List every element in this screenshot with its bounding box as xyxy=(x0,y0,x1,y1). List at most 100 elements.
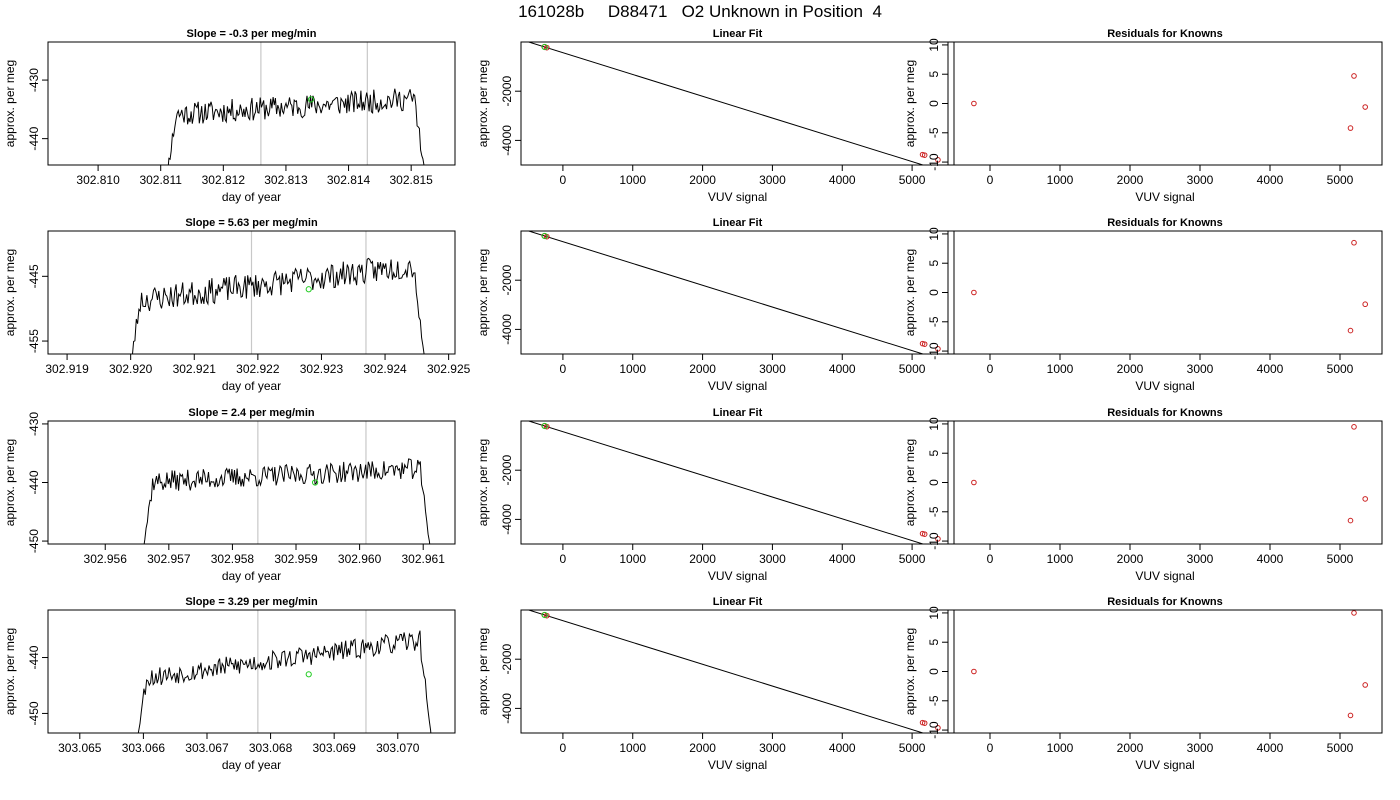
x-tick-label: 4000 xyxy=(829,362,856,376)
x-tick-label: 2000 xyxy=(1117,362,1144,376)
y-axis-label: approx. per meg xyxy=(903,628,917,715)
y-tick-label: -10 xyxy=(927,153,941,171)
plot-frame xyxy=(520,230,955,355)
x-tick-label: 3000 xyxy=(759,741,786,755)
fit-panel-row-3: Linear Fit 0 1000 2000 3000 4000 5000 VUV signa… xyxy=(476,407,955,583)
panel-title: Linear Fit xyxy=(713,217,763,229)
x-tick-label: 1000 xyxy=(619,741,646,755)
x-tick-label: 302.814 xyxy=(327,173,371,187)
x-tick-label: 0 xyxy=(987,741,994,755)
plot-area xyxy=(527,42,941,165)
known-point xyxy=(935,725,941,731)
x-tick-label: 4000 xyxy=(1257,362,1284,376)
y-tick-label: -430 xyxy=(27,412,41,436)
x-tick-label: 0 xyxy=(987,362,994,376)
timeseries-panel-row-1: Slope = -0.3 per meg/min 302.810 302.811 30… xyxy=(3,28,456,204)
plot-area xyxy=(527,231,941,354)
y-tick-label: 0 xyxy=(927,479,941,486)
known-point xyxy=(919,151,926,158)
y-tick-label: -5 xyxy=(927,506,941,517)
plot-area xyxy=(527,421,941,544)
residual-point xyxy=(971,668,977,675)
x-tick-label: 2000 xyxy=(689,552,716,566)
x-tick-label: 302.958 xyxy=(211,552,255,566)
x-tick-label: 0 xyxy=(560,552,567,566)
known-point xyxy=(935,157,941,163)
plot-frame xyxy=(520,609,955,734)
known-point xyxy=(935,536,941,542)
y-tick-label: -450 xyxy=(27,529,41,553)
unknown-mean-marker xyxy=(307,96,315,103)
y-tick-label: -2000 xyxy=(500,644,514,675)
y-axis-label: approx. per meg xyxy=(476,60,490,147)
plot-frame xyxy=(520,41,955,166)
fit-line xyxy=(527,42,925,165)
x-tick-label: 302.815 xyxy=(389,173,433,187)
fit-line xyxy=(527,610,925,733)
plot-area xyxy=(137,610,432,733)
x-tick-label: 4000 xyxy=(1257,552,1284,566)
timeseries-line xyxy=(132,257,425,354)
plot-area xyxy=(167,42,425,165)
timeseries-line xyxy=(143,458,431,544)
y-tick-label: 5 xyxy=(927,71,941,78)
unknown-point xyxy=(541,232,548,240)
x-axis-label: VUV signal xyxy=(1135,758,1194,772)
unknown-mean-marker xyxy=(305,671,312,678)
x-tick-label: 1000 xyxy=(1047,362,1074,376)
y-axis-label: approx. per meg xyxy=(3,439,17,526)
x-tick-label: 0 xyxy=(987,173,994,187)
x-tick-label: 5000 xyxy=(899,552,926,566)
residual-point xyxy=(1362,682,1368,688)
y-tick-label: 0 xyxy=(927,289,941,296)
panel-title: Residuals for Knowns xyxy=(1107,596,1223,608)
x-axis-label: VUV signal xyxy=(708,758,767,772)
residual-point xyxy=(1347,327,1354,334)
x-tick-label: 4000 xyxy=(1257,741,1284,755)
residuals-panel-row-3: Residuals for Knowns 0 1000 2000 3000 4000 500… xyxy=(903,407,1383,583)
y-tick-label: 5 xyxy=(927,639,941,646)
residual-point xyxy=(1351,73,1357,79)
y-tick-label: -445 xyxy=(27,264,41,288)
y-tick-label: 5 xyxy=(927,450,941,457)
x-tick-label: 5000 xyxy=(1327,173,1354,187)
x-tick-label: 302.961 xyxy=(402,552,446,566)
y-tick-label: 10 xyxy=(927,606,941,620)
x-tick-label: 302.812 xyxy=(202,173,246,187)
residual-point xyxy=(1351,610,1357,616)
x-tick-label: 3000 xyxy=(759,362,786,376)
figure-title: 161028b D88471 O2 Unknown in Position 4 xyxy=(518,2,882,21)
x-tick-label: 1000 xyxy=(619,552,646,566)
y-tick-label: -10 xyxy=(927,342,941,360)
x-axis-label: day of year xyxy=(222,569,281,583)
x-tick-label: 3000 xyxy=(1187,173,1214,187)
panel-title: Slope = 5.63 per meg/min xyxy=(185,217,318,229)
unknown-point xyxy=(541,611,548,619)
x-tick-label: 302.960 xyxy=(338,552,382,566)
x-tick-label: 303.070 xyxy=(376,741,420,755)
plot-frame xyxy=(520,420,955,545)
y-tick-label: -10 xyxy=(927,721,941,739)
x-axis-label: VUV signal xyxy=(708,190,767,204)
x-tick-label: 0 xyxy=(560,362,567,376)
y-tick-label: -10 xyxy=(927,532,941,550)
x-tick-label: 2000 xyxy=(689,173,716,187)
x-tick-label: 303.065 xyxy=(58,741,102,755)
known-point xyxy=(935,346,941,352)
x-tick-label: 1000 xyxy=(1047,741,1074,755)
x-tick-label: 5000 xyxy=(899,362,926,376)
x-tick-label: 302.959 xyxy=(274,552,318,566)
residual-point xyxy=(971,479,977,486)
y-tick-label: 5 xyxy=(927,260,941,267)
y-tick-label: -5 xyxy=(927,127,941,138)
plot-area xyxy=(527,610,941,733)
unknown-point xyxy=(541,422,548,430)
y-axis-label: approx. per meg xyxy=(3,60,17,147)
x-tick-label: 303.068 xyxy=(249,741,293,755)
panel-title: Slope = -0.3 per meg/min xyxy=(187,28,317,40)
residual-point xyxy=(971,289,977,296)
x-tick-label: 4000 xyxy=(829,552,856,566)
y-tick-label: -4000 xyxy=(500,693,514,724)
y-tick-label: -4000 xyxy=(500,314,514,345)
y-tick-label: -2000 xyxy=(500,265,514,296)
